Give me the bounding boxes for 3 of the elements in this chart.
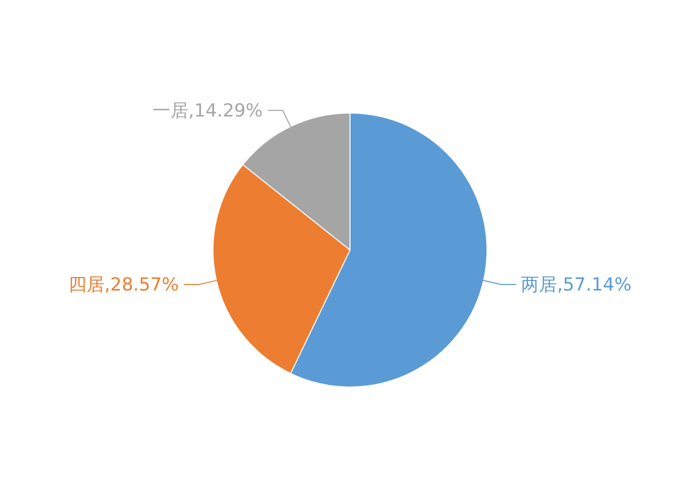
slice-label: 一居,14.29% [152,100,263,122]
slice-label: 四居,28.57% [68,274,179,296]
slice-label: 两居,57.14% [521,274,632,296]
